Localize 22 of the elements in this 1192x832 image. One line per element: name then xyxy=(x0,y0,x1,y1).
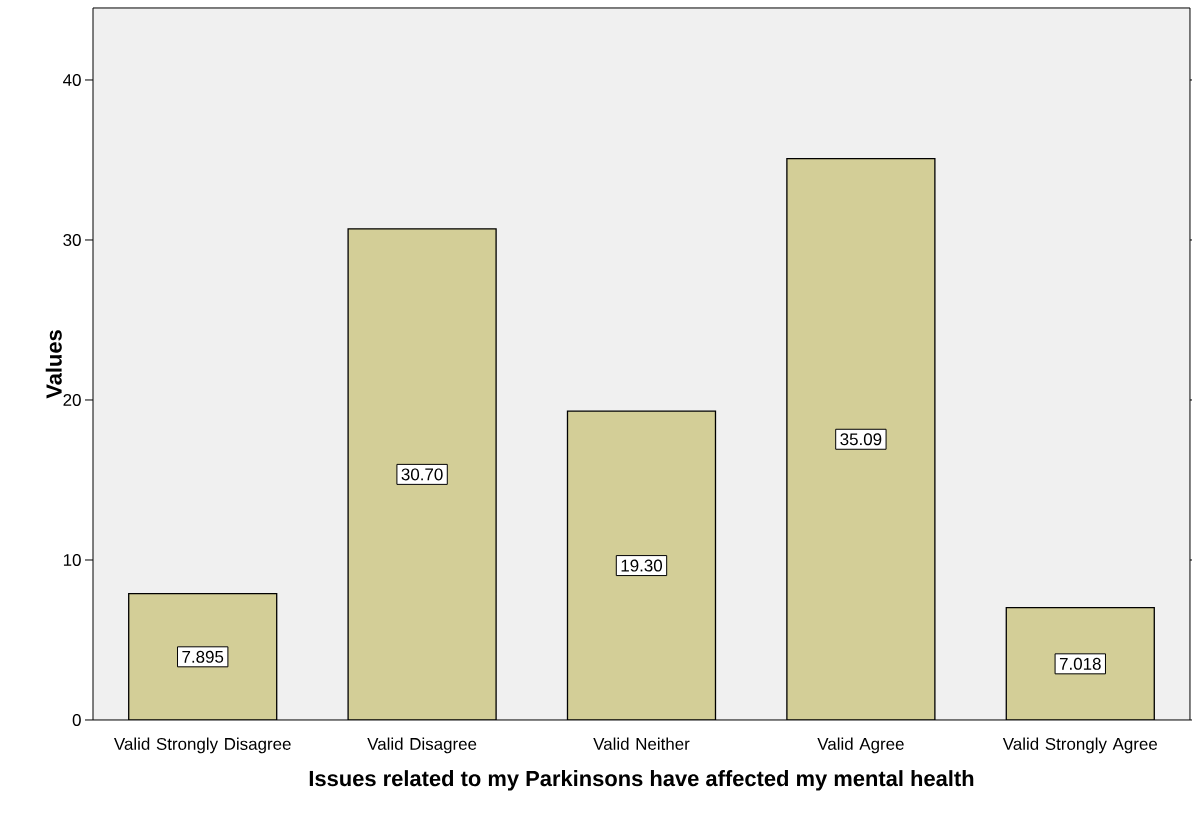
x-tick-label: Valid Agree xyxy=(817,737,904,754)
y-tick-label: 40 xyxy=(63,73,81,86)
y-tick-label: 0 xyxy=(72,713,81,726)
bar xyxy=(348,228,497,720)
data-label: 30.70 xyxy=(401,468,443,481)
y-tick-label: 30 xyxy=(63,233,81,246)
data-label: 19.30 xyxy=(621,559,663,572)
y-tick-label: 10 xyxy=(63,553,81,566)
x-tick-label: Valid Disagree xyxy=(367,737,477,754)
x-tick-label: Valid Strongly Disagree xyxy=(113,737,291,754)
data-label: 35.09 xyxy=(840,433,882,446)
x-axis-title: Issues related to my Parkinsons have affected my mental health xyxy=(309,770,974,791)
bar xyxy=(1005,607,1155,720)
bar xyxy=(786,157,936,720)
bar xyxy=(128,593,278,720)
x-tick-label: Valid Neither xyxy=(593,737,690,750)
data-label: 7.018 xyxy=(1059,657,1101,670)
bar xyxy=(566,410,717,720)
data-label: 7.895 xyxy=(182,650,224,663)
y-axis-title: Values xyxy=(45,330,62,399)
y-tick-label: 20 xyxy=(63,393,81,406)
x-tick-label: Valid Strongly Agree xyxy=(1002,737,1158,754)
